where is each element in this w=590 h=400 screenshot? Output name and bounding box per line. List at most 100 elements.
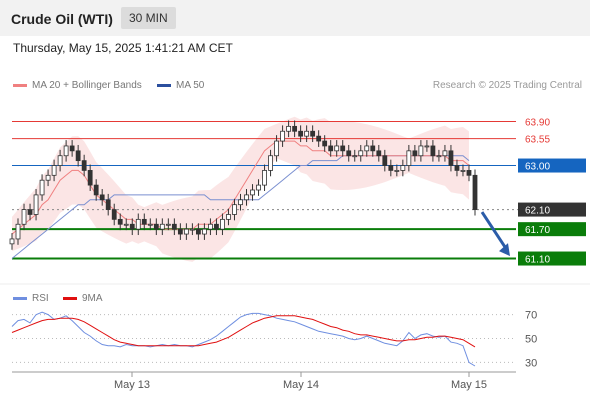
level-badge-63-00 (518, 158, 586, 173)
candle-body (123, 223, 129, 226)
candle-body (220, 218, 225, 230)
candle-body (346, 150, 352, 157)
candle-body (135, 218, 141, 230)
candle-body (442, 150, 448, 157)
timeframe-badge[interactable]: 30 MIN (121, 7, 176, 29)
legend-ma20-label: MA 20 + Bollinger Bands (32, 80, 142, 91)
candle-body (87, 170, 93, 186)
forecast-arrow (480, 211, 509, 251)
candle-body (250, 189, 255, 196)
candle-body (189, 228, 195, 231)
candle-body (129, 223, 135, 230)
timestamp: Thursday, May 15, 2025 1:41:21 AM CET (13, 41, 233, 55)
credit-text: Research © 2025 Trading Central (432, 80, 582, 91)
candle-body (376, 150, 382, 157)
candle-body (117, 218, 123, 225)
candle-body (63, 145, 69, 157)
rsi-tick-label: 70 (525, 310, 537, 322)
candle-body (45, 174, 51, 181)
candle-body (274, 140, 279, 157)
candle-body (304, 130, 310, 137)
candle-body (424, 145, 430, 148)
rsi-tick-label: 50 (525, 334, 537, 346)
candle-body (388, 165, 394, 171)
instrument-title: Crude Oil (WTI) (11, 11, 113, 27)
x-tick-label: May 15 (451, 379, 487, 391)
candle-body (316, 135, 322, 142)
candle-body (358, 150, 364, 157)
forecast-arrow-head-icon (499, 243, 510, 257)
candle-body (340, 145, 346, 152)
candle-body (99, 194, 105, 201)
legend-rsi-ma: 9MA (63, 293, 103, 304)
candle-body (244, 194, 249, 201)
candle-body (256, 184, 261, 191)
rsi-tick-label: 30 (525, 357, 537, 369)
candle-body (322, 140, 328, 147)
legend-ma50: MA 50 (157, 80, 204, 91)
rsi-ma-swatch-icon (63, 296, 77, 300)
candle-body (370, 145, 376, 152)
candle-body (202, 228, 207, 235)
candle-body (394, 170, 400, 172)
candle-body (448, 150, 454, 166)
legend-ma20: MA 20 + Bollinger Bands (13, 80, 142, 91)
candle-body (141, 218, 147, 225)
candle-body (334, 145, 340, 152)
rsi-swatch-icon (13, 296, 27, 300)
candle-body (21, 209, 27, 225)
chart-header (0, 0, 590, 36)
level-label-63-90: 63.90 (525, 117, 550, 128)
rsi-ma-line (11, 315, 476, 348)
candle-body (15, 223, 21, 240)
legend-rsi-label: RSI (32, 293, 49, 304)
candle-body (9, 238, 15, 245)
candle-body (364, 145, 370, 152)
candle-body (196, 228, 201, 235)
level-label-62-10: 62.10 (525, 206, 550, 217)
candle-body (382, 155, 388, 166)
candle-body (105, 199, 111, 210)
candle-body (226, 214, 231, 220)
level-badge-61-70 (518, 222, 586, 237)
candle-body (232, 204, 237, 215)
candle-body (208, 223, 213, 230)
candle-body (69, 145, 75, 152)
x-tick-label: May 14 (283, 379, 319, 391)
candle-body (400, 165, 406, 171)
candle-body (430, 145, 436, 157)
level-badge-61-10 (518, 251, 586, 266)
candle-body (412, 150, 418, 157)
rsi-line (11, 311, 476, 367)
candle-body (436, 155, 442, 158)
legend-rsi: RSI (13, 293, 49, 304)
candle-body (472, 174, 478, 210)
candle-body (418, 145, 424, 157)
candle-body (454, 165, 460, 171)
ma20-swatch-icon (13, 83, 27, 87)
candle-body (268, 155, 273, 171)
candle-body (165, 223, 171, 226)
candle-body (33, 194, 39, 215)
candle-body (214, 223, 219, 230)
candle-body (75, 150, 81, 162)
candle-body (111, 209, 117, 220)
candle-body (81, 160, 87, 171)
candle-body (39, 179, 45, 196)
candle-body (466, 170, 472, 176)
candle-body (147, 223, 153, 226)
candle-body (280, 130, 285, 142)
candle-body (177, 228, 183, 235)
candle-body (352, 155, 358, 158)
candle-body (406, 150, 412, 166)
candle-body (27, 209, 33, 215)
legend-ma50-label: MA 50 (176, 80, 205, 91)
x-tick-label: May 13 (114, 379, 150, 391)
candle-body (159, 223, 165, 230)
level-label-63-55: 63.55 (525, 135, 550, 146)
candle-body (460, 170, 466, 172)
candle-body (298, 130, 304, 137)
candle-body (153, 223, 159, 230)
legend-rsi-ma-label: 9MA (82, 293, 103, 304)
